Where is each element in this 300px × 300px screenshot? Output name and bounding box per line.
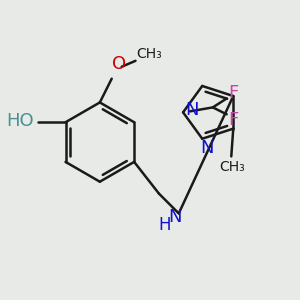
Text: O: O: [112, 55, 126, 73]
Text: N: N: [200, 139, 214, 157]
Text: N: N: [185, 101, 199, 119]
Text: CH₃: CH₃: [136, 47, 162, 61]
Text: F: F: [229, 111, 239, 129]
Text: CH₃: CH₃: [219, 160, 245, 174]
Text: HO: HO: [6, 112, 34, 130]
Text: N: N: [168, 208, 182, 226]
Text: F: F: [229, 83, 239, 101]
Text: H: H: [159, 216, 171, 234]
